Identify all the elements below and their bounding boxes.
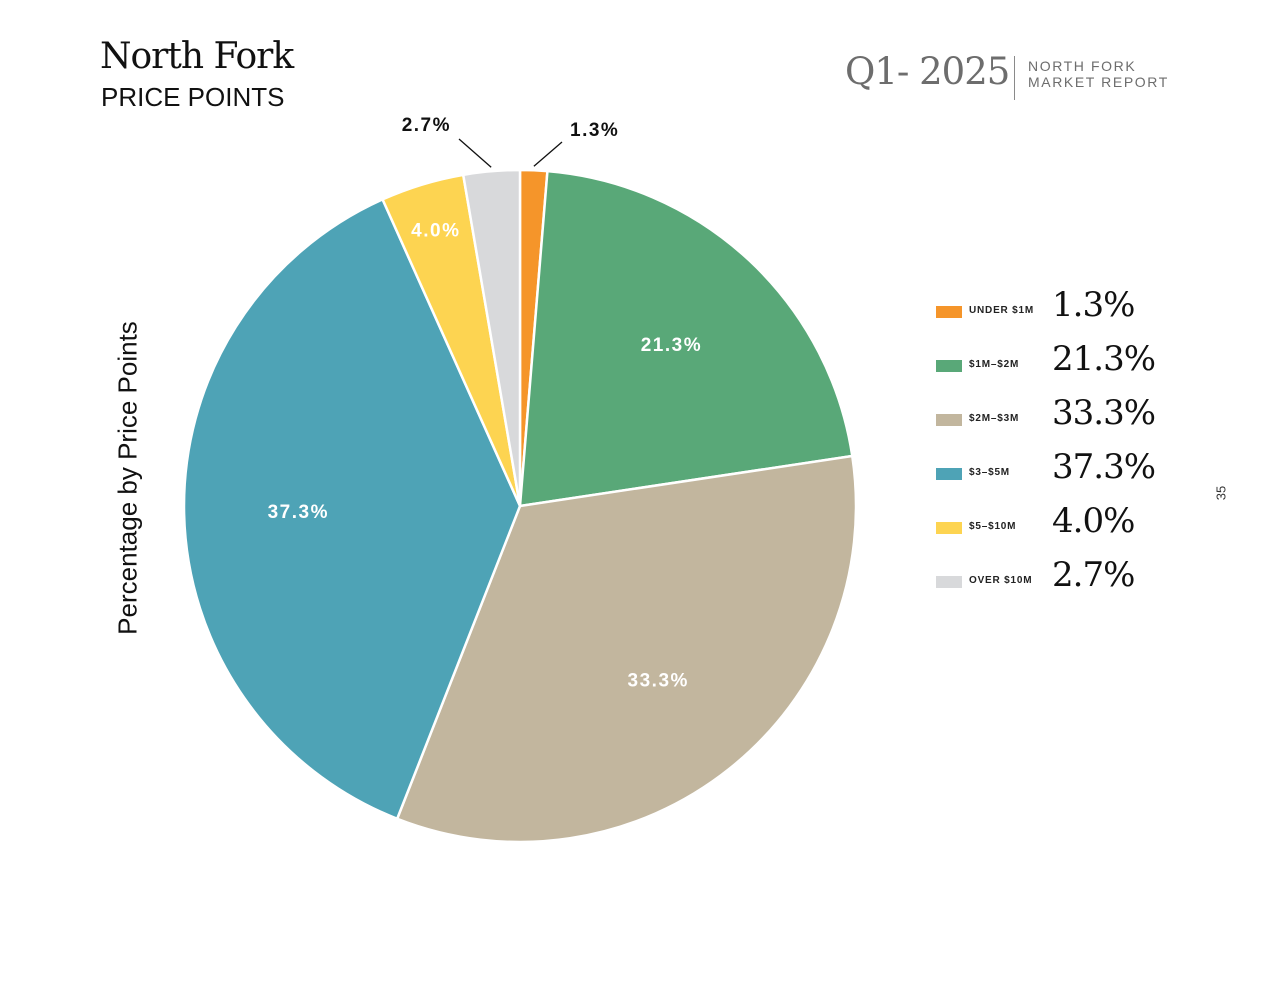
legend-label: OVER $10M	[969, 575, 1033, 586]
page-number: 35	[1213, 485, 1229, 501]
pie-slice-1m-2m	[518, 169, 854, 508]
report-line-1: NORTH FORK	[1028, 58, 1137, 74]
legend-label: $3–$5M	[969, 467, 1010, 478]
pie-slice-2m-3m	[395, 454, 858, 844]
pie-slice-3-5m	[182, 198, 522, 820]
pie-slice-over-10m	[461, 168, 522, 508]
legend-value: 33.3%	[1052, 393, 1156, 433]
quarter-label: Q1- 2025	[845, 50, 1010, 93]
legend-swatch	[936, 522, 962, 534]
legend-item-under-1m: UNDER $1M 1.3%	[936, 283, 1176, 337]
leader-line-over-10m	[458, 138, 492, 168]
report-name: NORTH FORK MARKET REPORT	[1028, 58, 1169, 90]
legend-item-over-10m: OVER $10M 2.7%	[936, 553, 1176, 607]
legend-item-1m-2m: $1M–$2M 21.3%	[936, 337, 1176, 391]
legend-value: 37.3%	[1052, 447, 1156, 487]
data-label-2m-3m: 33.3%	[628, 670, 689, 691]
legend-value: 4.0%	[1052, 501, 1135, 541]
legend-value: 2.7%	[1052, 555, 1135, 595]
data-label-over-10m: 2.7%	[402, 115, 451, 136]
legend-item-3-5m: $3–$5M 37.3%	[936, 445, 1176, 499]
legend-swatch	[936, 414, 962, 426]
legend-item-2m-3m: $2M–$3M 33.3%	[936, 391, 1176, 445]
legend: UNDER $1M 1.3% $1M–$2M 21.3% $2M–$3M 33.3% $3–…	[936, 283, 1176, 607]
page-title: North Fork	[100, 36, 294, 77]
legend-swatch	[936, 360, 962, 372]
leader-line-under-1m	[533, 141, 563, 167]
legend-value: 21.3%	[1052, 339, 1156, 379]
report-line-2: MARKET REPORT	[1028, 74, 1169, 90]
data-label-under-1m: 1.3%	[570, 120, 619, 141]
legend-swatch	[936, 468, 962, 480]
header-divider	[1014, 56, 1015, 100]
legend-item-5-10m: $5–$10M 4.0%	[936, 499, 1176, 553]
page-subtitle: PRICE POINTS	[101, 82, 285, 112]
legend-value: 1.3%	[1052, 285, 1135, 325]
legend-label: UNDER $1M	[969, 305, 1034, 316]
legend-swatch	[936, 306, 962, 318]
legend-label: $2M–$3M	[969, 413, 1020, 424]
legend-swatch	[936, 576, 962, 588]
legend-label: $5–$10M	[969, 521, 1017, 532]
data-label-3-5m: 37.3%	[268, 502, 329, 523]
data-label-1m-2m: 21.3%	[641, 335, 702, 356]
data-label-5-10m: 4.0%	[411, 221, 460, 242]
legend-label: $1M–$2M	[969, 359, 1020, 370]
